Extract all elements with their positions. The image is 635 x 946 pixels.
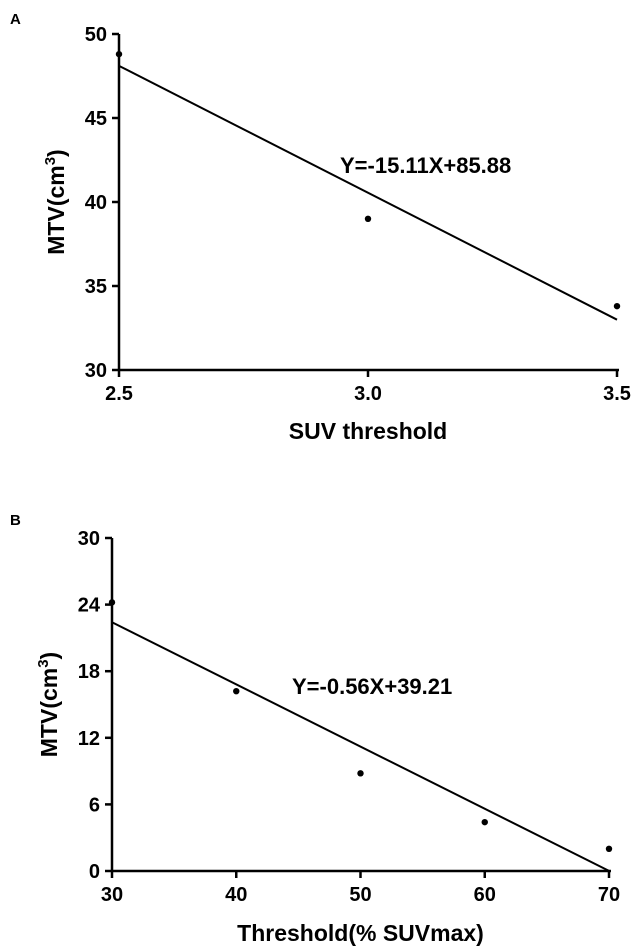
y-tick-label: 30 <box>78 528 100 550</box>
x-tick-label: 60 <box>474 884 496 906</box>
regression-equation: Y=-0.56X+39.21 <box>292 674 452 699</box>
y-axis-title-close: ) <box>43 149 69 157</box>
chart-panel-b: B 0 6 12 18 24 30 30 40 50 60 70 Y=-0.56X+39.21 Thres… <box>10 512 620 946</box>
y-axis-title: MTV(cm3) <box>42 149 69 254</box>
y-axis-title-base: MTV(cm <box>36 668 62 757</box>
data-point <box>364 215 372 222</box>
regression-equation: Y=-15.11X+85.88 <box>340 153 511 178</box>
y-tick-label: 30 <box>85 360 107 382</box>
data-point <box>613 302 621 310</box>
x-tick-label: 2.5 <box>105 383 133 405</box>
y-tick-label: 0 <box>89 861 100 883</box>
data-point <box>357 770 364 777</box>
y-axis-title-close: ) <box>36 652 62 660</box>
panel-letter: B <box>10 512 21 529</box>
x-axis-title: Threshold(% SUVmax) <box>237 920 484 946</box>
y-axis-title: MTV(cm3) <box>35 652 62 757</box>
x-tick-label: 3.0 <box>354 383 382 405</box>
x-tick-label: 3.5 <box>603 383 631 405</box>
y-axis-title-superscript: 3 <box>42 157 59 165</box>
data-point <box>115 50 123 58</box>
x-tick-label: 30 <box>101 884 123 906</box>
y-tick-label: 50 <box>85 24 107 46</box>
y-axis-title-superscript: 3 <box>35 659 52 667</box>
chart-panel-a: A 30 35 40 45 50 2.5 3.0 3.5 Y=-15.11X+85.88 SUV t… <box>10 11 631 444</box>
regression-line <box>118 64 618 321</box>
y-tick-label: 40 <box>85 192 107 214</box>
y-tick-label: 24 <box>78 595 101 617</box>
data-point <box>605 845 613 852</box>
y-tick-label: 35 <box>85 276 107 298</box>
x-axis-title: SUV threshold <box>289 418 447 444</box>
x-tick-label: 50 <box>349 884 371 906</box>
x-tick-label: 70 <box>598 884 620 906</box>
y-axis-title-base: MTV(cm <box>43 165 69 254</box>
data-point <box>233 687 240 695</box>
y-tick-label: 12 <box>78 728 100 750</box>
panel-letter: A <box>10 11 21 28</box>
x-tick-label: 40 <box>225 884 247 906</box>
y-tick-label: 45 <box>85 108 107 130</box>
y-tick-label: 6 <box>89 794 100 816</box>
data-point <box>108 599 116 606</box>
data-point <box>481 818 488 826</box>
y-tick-label: 18 <box>78 661 100 683</box>
regression-line <box>111 621 610 872</box>
